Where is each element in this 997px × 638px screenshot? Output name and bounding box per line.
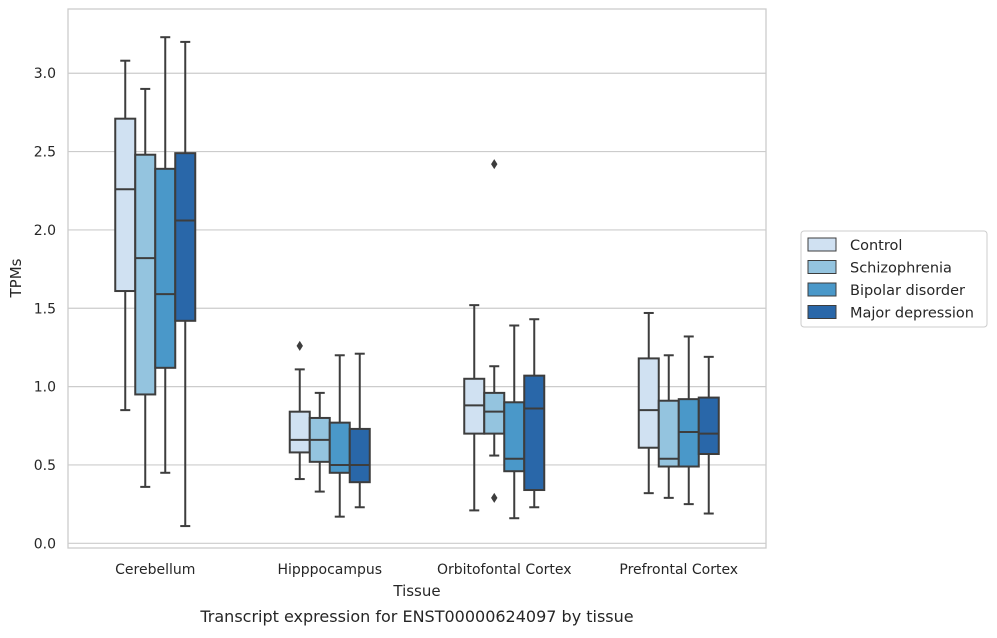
y-tick-label: 0.0 bbox=[34, 536, 56, 552]
boxes-layer bbox=[114, 36, 720, 528]
y-tick-label: 3.0 bbox=[34, 66, 56, 82]
box-iqr bbox=[154, 167, 177, 369]
x-tick-label: Prefrontal Cortex bbox=[619, 562, 738, 578]
outlier-point bbox=[491, 492, 498, 503]
y-tick-labels: 0.0 0.5 1.0 1.5 2.0 2.5 3.0 bbox=[34, 66, 56, 552]
box-iqr bbox=[348, 427, 371, 484]
box-group bbox=[657, 354, 680, 499]
y-tick-label: 1.0 bbox=[34, 380, 56, 396]
box-group bbox=[174, 40, 197, 528]
box-group bbox=[503, 324, 526, 520]
legend-items: Control Schizophrenia Bipolar disorder Majo… bbox=[807, 237, 974, 322]
box-iqr bbox=[697, 396, 720, 455]
box-group bbox=[348, 352, 371, 509]
legend-swatch bbox=[807, 282, 837, 297]
y-tick-label: 0.5 bbox=[34, 458, 56, 474]
box-iqr bbox=[483, 391, 506, 435]
box-iqr bbox=[174, 152, 197, 322]
y-axis-label: TPMs bbox=[7, 258, 25, 298]
box-group bbox=[308, 391, 331, 493]
y-tick-label: 2.5 bbox=[34, 145, 56, 161]
y-tick-label: 1.5 bbox=[34, 301, 56, 317]
legend: Control Schizophrenia Bipolar disorder Majo… bbox=[800, 230, 988, 328]
legend-swatch bbox=[807, 237, 837, 252]
outlier-point bbox=[296, 340, 303, 351]
chart-caption: Transcript expression for ENST0000062409… bbox=[199, 607, 633, 626]
legend-swatch bbox=[807, 305, 837, 319]
box-iqr bbox=[657, 399, 680, 468]
x-tick-label: Hipppocampus bbox=[277, 562, 382, 578]
x-tick-labels: Cerebellum Hipppocampus Orbitofontal Corte… bbox=[115, 562, 738, 578]
box-iqr bbox=[134, 153, 157, 396]
box-iqr bbox=[637, 357, 660, 449]
legend-label: Control bbox=[850, 238, 902, 254]
x-tick-label: Orbitofontal Cortex bbox=[437, 562, 572, 578]
legend-frame bbox=[800, 230, 988, 328]
box-group bbox=[288, 340, 311, 481]
box-iqr bbox=[114, 117, 137, 293]
box-group bbox=[523, 318, 546, 509]
x-axis-label: Tissue bbox=[392, 582, 440, 600]
x-tick-label: Cerebellum bbox=[115, 562, 195, 578]
legend-swatch bbox=[807, 260, 837, 274]
legend-label: Schizophrenia bbox=[850, 261, 952, 277]
y-tick-label: 2.0 bbox=[34, 223, 56, 239]
outlier-point bbox=[491, 159, 498, 170]
box-group bbox=[697, 355, 720, 515]
box-iqr bbox=[503, 401, 526, 473]
plot-frame bbox=[67, 8, 767, 549]
legend-label: Bipolar disorder bbox=[850, 283, 965, 299]
box-iqr bbox=[288, 410, 311, 454]
legend-label: Major depression bbox=[850, 306, 974, 322]
box-group bbox=[114, 59, 137, 412]
box-group bbox=[328, 354, 351, 518]
box-iqr bbox=[523, 374, 546, 492]
